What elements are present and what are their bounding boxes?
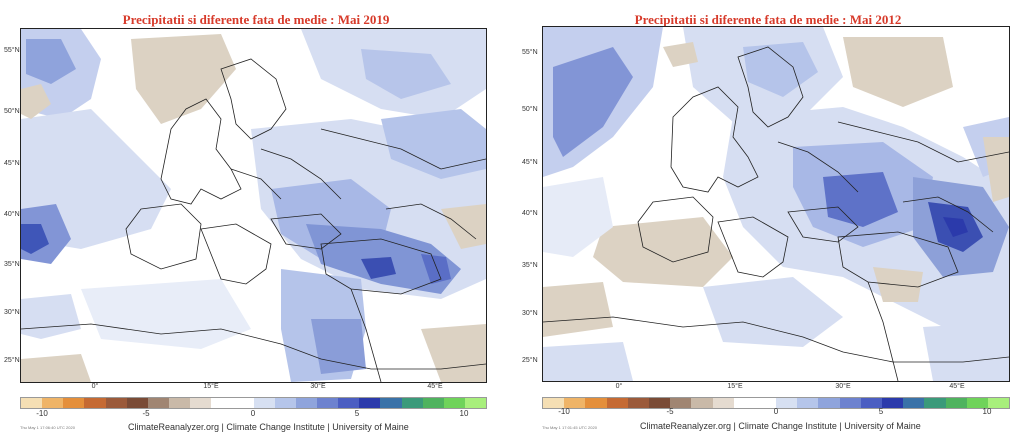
timestamp: Thu May 1 17:01:45 UTC 2020 xyxy=(542,425,597,430)
colorbar-swatch xyxy=(966,398,988,408)
colorbar-swatch xyxy=(691,398,713,408)
map-canvas xyxy=(542,26,1010,382)
colorbar-tick: 5 xyxy=(354,409,360,418)
lat-label: 35°N xyxy=(4,261,20,268)
colorbar-swatch xyxy=(987,398,1010,408)
colorbar-tick: -10 xyxy=(36,409,48,418)
lat-label: 30°N xyxy=(522,310,538,317)
colorbar-swatch xyxy=(776,398,798,408)
colorbar-swatch xyxy=(882,398,904,408)
credit-text: ClimateReanalyzer.org | Climate Change I… xyxy=(128,422,409,432)
colorbar-swatch xyxy=(818,398,840,408)
credit-text: ClimateReanalyzer.org | Climate Change I… xyxy=(640,421,921,431)
lat-label: 50°N xyxy=(522,106,538,113)
colorbar-swatch xyxy=(316,398,339,408)
colorbar-swatch xyxy=(924,398,946,408)
colorbar-swatch xyxy=(295,398,317,408)
lon-label: 0° xyxy=(91,383,99,390)
colorbar-swatch xyxy=(797,398,819,408)
colorbar-swatch xyxy=(338,398,360,408)
colorbar-tick: -5 xyxy=(666,407,674,416)
lon-label: 15°E xyxy=(203,383,219,390)
lon-label: 30°E xyxy=(835,383,851,390)
lat-label: 40°N xyxy=(4,211,20,218)
colorbar-swatch xyxy=(63,398,85,408)
map-title: Precipitatii si diferente fata de medie … xyxy=(122,12,390,27)
colorbar-swatch xyxy=(443,398,465,408)
colorbar-swatch xyxy=(903,398,925,408)
colorbar-swatch xyxy=(754,398,777,408)
colorbar-swatch xyxy=(190,398,212,408)
colorbar xyxy=(20,397,487,409)
timestamp: Thu May 1 17:06:40 UTC 2020 xyxy=(20,425,75,430)
colorbar-tick: 0 xyxy=(250,409,256,418)
colorbar-swatch xyxy=(42,398,64,408)
colorbar-swatch xyxy=(945,398,967,408)
colorbar-swatch xyxy=(712,398,734,408)
lat-label: 45°N xyxy=(522,159,538,166)
precip-anomaly-map xyxy=(21,29,486,382)
colorbar-swatch xyxy=(147,398,169,408)
map-canvas xyxy=(20,28,487,383)
lat-label: 25°N xyxy=(4,357,20,364)
colorbar-swatch xyxy=(168,398,191,408)
colorbar-swatch xyxy=(733,398,755,408)
map-panel-2012: Precipitatii si diferente fata de medie … xyxy=(512,0,1024,442)
colorbar-tick: -10 xyxy=(558,407,570,416)
map-title: Precipitatii si diferente fata de medie … xyxy=(634,12,902,27)
colorbar-swatch xyxy=(84,398,106,408)
colorbar-tick: 0 xyxy=(773,407,779,416)
colorbar-swatch xyxy=(839,398,861,408)
lat-label: 50°N xyxy=(4,108,20,115)
colorbar-swatch xyxy=(21,398,43,408)
lon-label: 30°E xyxy=(310,383,326,390)
colorbar-tick: 10 xyxy=(459,409,469,418)
lat-label: 30°N xyxy=(4,309,20,316)
colorbar-tick: 5 xyxy=(878,407,884,416)
colorbar xyxy=(542,397,1010,409)
colorbar-swatch xyxy=(253,398,275,408)
lon-label: 15°E xyxy=(727,383,743,390)
colorbar-swatch xyxy=(211,398,233,408)
lat-label: 40°N xyxy=(522,210,538,217)
colorbar-swatch xyxy=(606,398,628,408)
colorbar-swatch xyxy=(585,398,607,408)
colorbar-swatch xyxy=(543,398,565,408)
lat-label: 25°N xyxy=(522,357,538,364)
colorbar-tick: 10 xyxy=(982,407,992,416)
lat-label: 55°N xyxy=(4,47,20,54)
colorbar-swatch xyxy=(627,398,649,408)
colorbar-swatch xyxy=(648,398,671,408)
colorbar-swatch xyxy=(860,398,882,408)
colorbar-swatch xyxy=(232,398,254,408)
lat-label: 35°N xyxy=(522,262,538,269)
colorbar-swatch xyxy=(422,398,444,408)
lon-label: 45°E xyxy=(949,383,965,390)
precip-anomaly-map xyxy=(543,27,1009,381)
colorbar-swatch xyxy=(380,398,402,408)
lat-label: 55°N xyxy=(522,49,538,56)
colorbar-tick: -5 xyxy=(142,409,150,418)
colorbar-swatch xyxy=(670,398,692,408)
colorbar-swatch xyxy=(126,398,148,408)
colorbar-swatch xyxy=(359,398,381,408)
colorbar-swatch xyxy=(274,398,296,408)
lat-label: 45°N xyxy=(4,160,20,167)
map-panel-2019: Precipitatii si diferente fata de medie … xyxy=(4,12,487,432)
colorbar-swatch xyxy=(401,398,423,408)
colorbar-swatch xyxy=(464,398,487,408)
lon-label: 0° xyxy=(615,383,623,390)
colorbar-swatch xyxy=(105,398,127,408)
lon-label: 45°E xyxy=(427,383,443,390)
colorbar-swatch xyxy=(564,398,586,408)
